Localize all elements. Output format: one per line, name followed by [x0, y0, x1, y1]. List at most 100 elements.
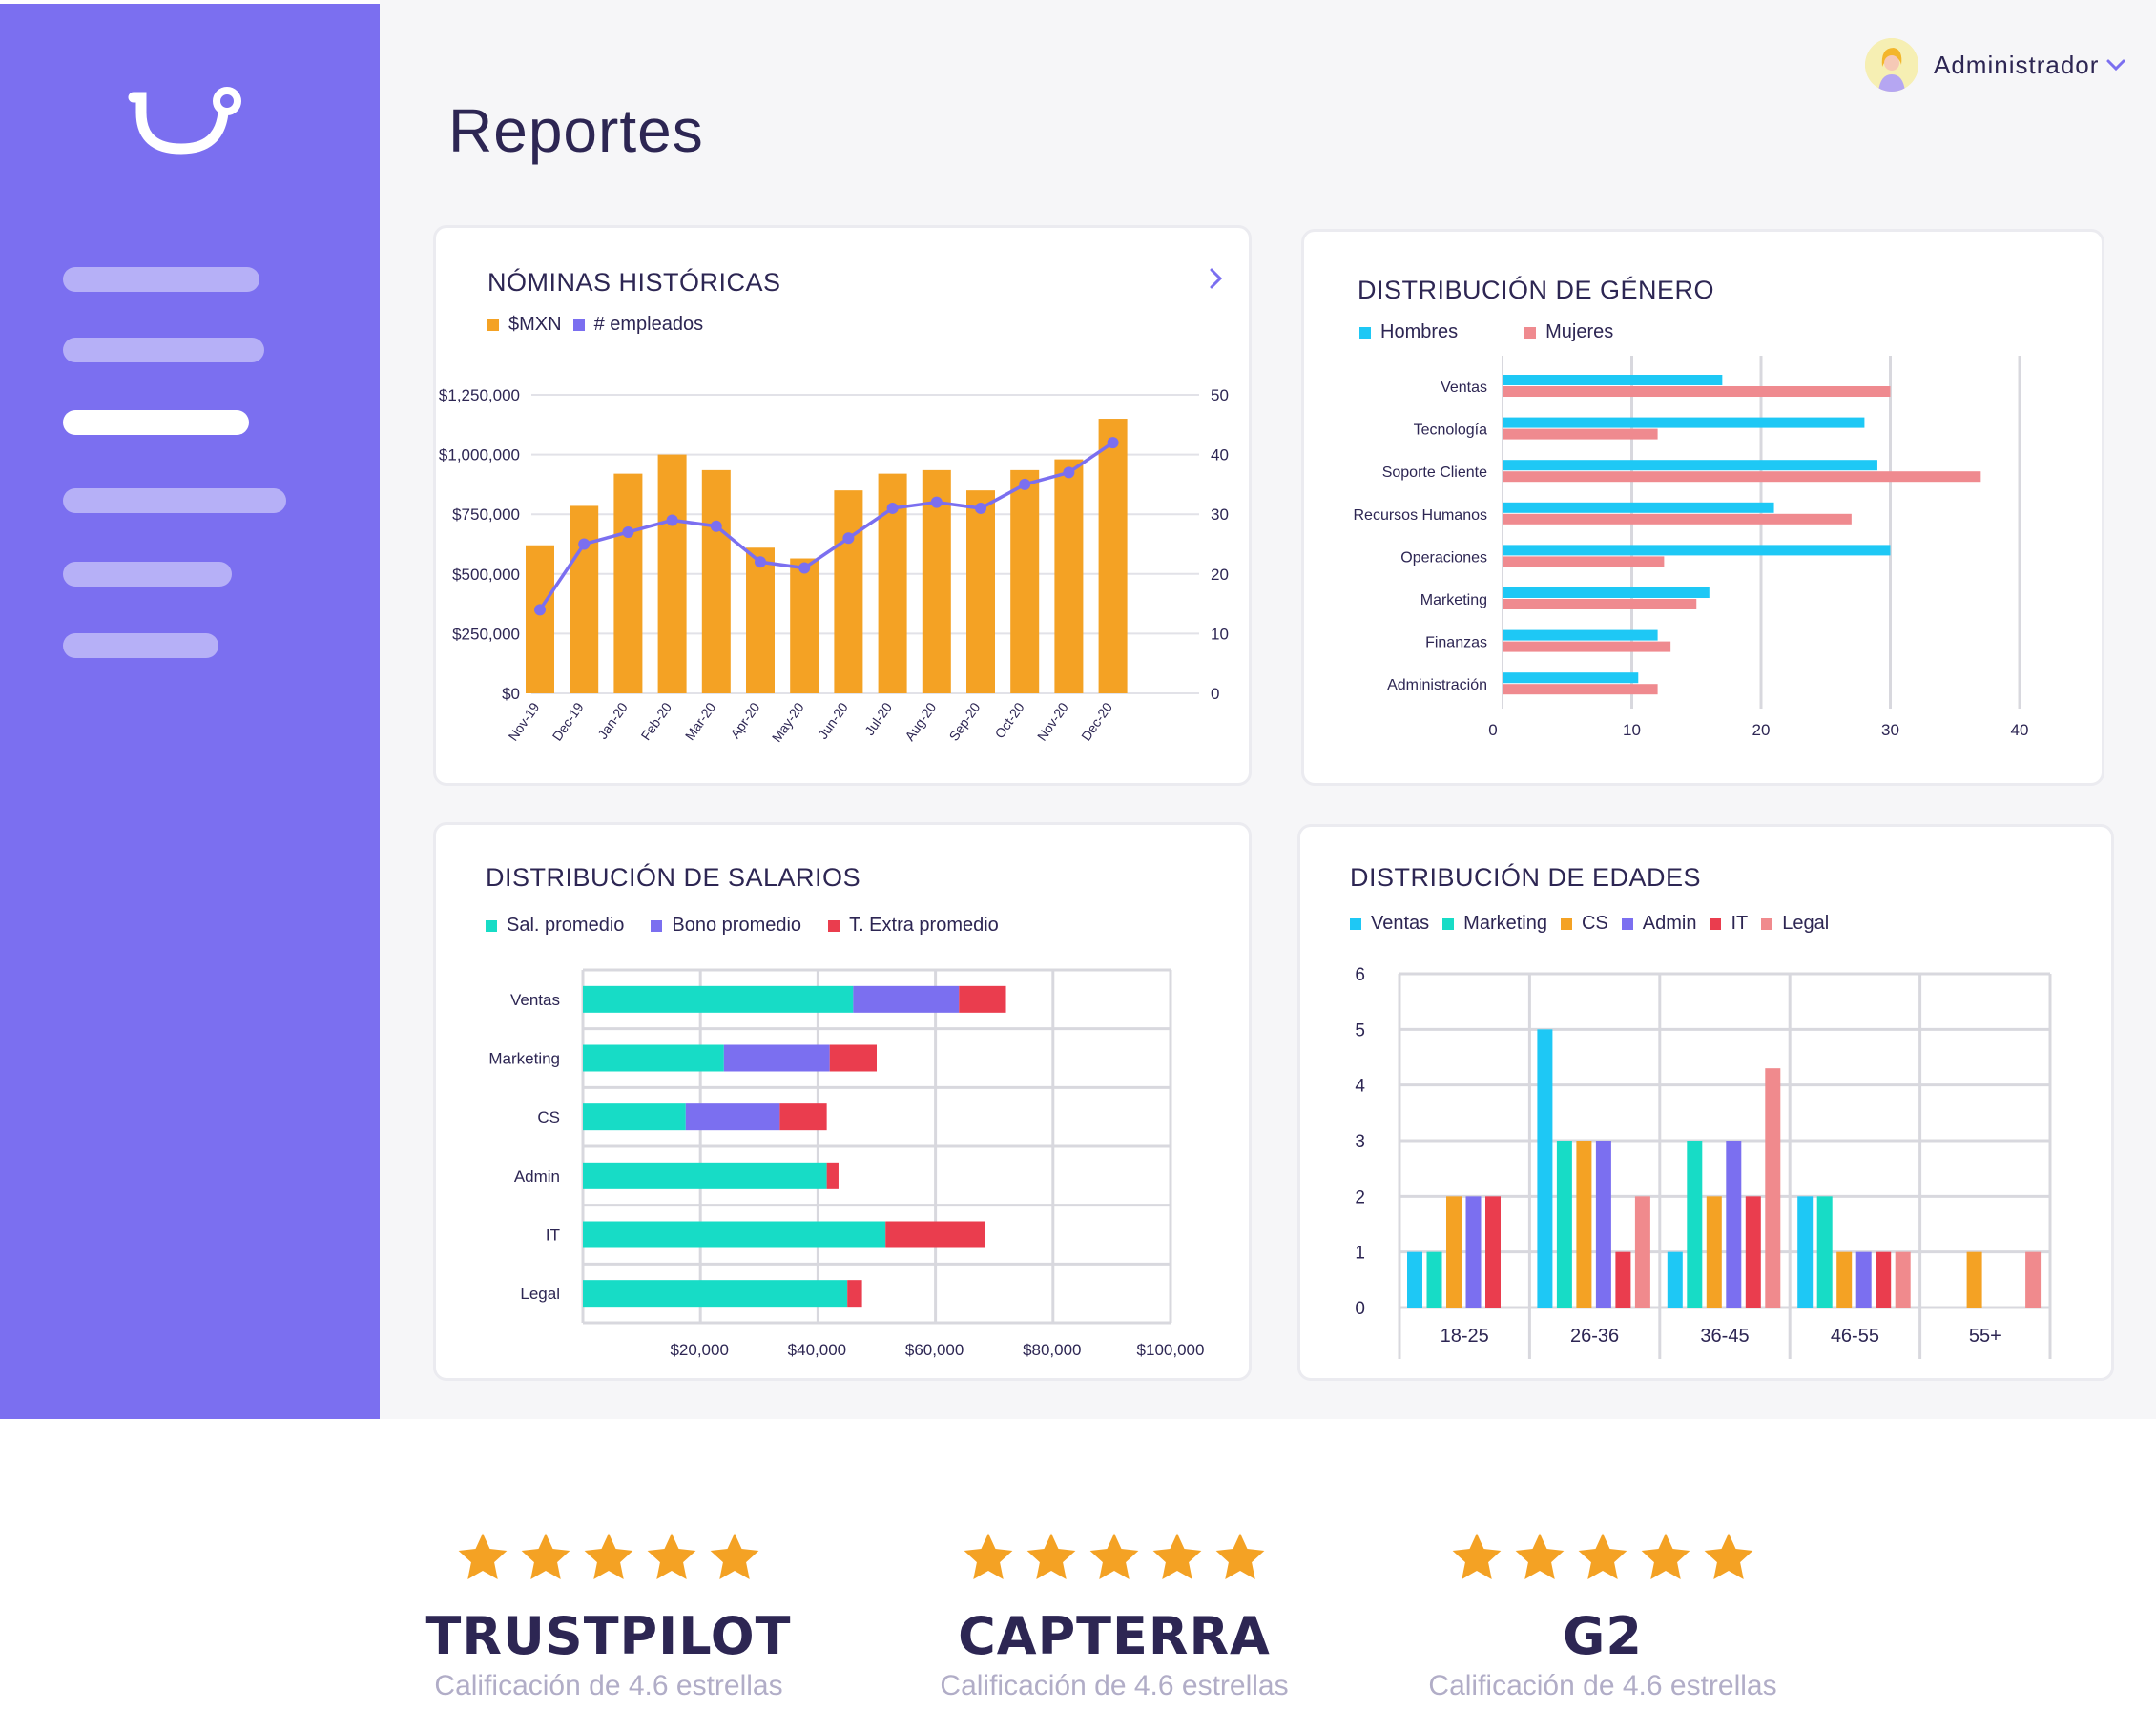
- gender-distribution-card: DISTRIBUCIÓN DE GÉNERO Hombres Mujeres 0…: [1301, 229, 2104, 786]
- bar-admin: [1855, 1251, 1872, 1308]
- star-rating: [1402, 1530, 1803, 1587]
- legend-item: Admin: [1621, 913, 1696, 935]
- y-tick-label-left: $500,000: [452, 566, 520, 584]
- y-tick-label: Tecnología: [1414, 422, 1487, 439]
- y-tick-label: 5: [1355, 1020, 1365, 1040]
- star-shape: [710, 1533, 759, 1579]
- y-tick-label: Marketing: [488, 1050, 560, 1068]
- chart-legend: Sal. promedio Bono promedio T. Extra pro…: [486, 915, 1026, 937]
- bar-legal: [1765, 1068, 1781, 1308]
- bar-ventas: [1667, 1251, 1683, 1308]
- legend-item: CS: [1560, 913, 1608, 935]
- bar-hombres: [1503, 375, 1723, 385]
- bar-ventas: [1407, 1251, 1422, 1308]
- bar-ventas: [1797, 1196, 1814, 1308]
- rating-capterra: CAPTERRA Calificación de 4.6 estrellas: [914, 1530, 1315, 1702]
- y-tick-label-right: 10: [1211, 625, 1229, 643]
- x-tick-label: Aug-20: [902, 699, 939, 743]
- bar-mujeres: [1503, 386, 1891, 397]
- x-tick-label: Feb-20: [638, 699, 675, 743]
- point-employees: [842, 532, 855, 545]
- star-shape: [1026, 1533, 1076, 1579]
- bar-admin: [1595, 1141, 1611, 1308]
- bar-it: [1485, 1196, 1501, 1308]
- rating-trustpilot: TRUSTPILOT Calificación de 4.6 estrellas: [408, 1530, 809, 1702]
- y-tick-label: 2: [1355, 1187, 1365, 1207]
- star-icon: [1578, 1533, 1627, 1579]
- legend-item: Marketing: [1442, 913, 1547, 935]
- card-title: NÓMINAS HISTÓRICAS: [487, 268, 781, 297]
- brand-logo-icon[interactable]: [124, 84, 248, 160]
- sidebar-item-3-active[interactable]: [63, 410, 249, 435]
- star-shape: [647, 1533, 696, 1579]
- y-tick-label: 6: [1355, 965, 1365, 985]
- point-employees: [798, 562, 811, 574]
- bar-hombres: [1503, 545, 1891, 556]
- sidebar-item-6[interactable]: [63, 633, 218, 658]
- page-title: Reportes: [448, 96, 704, 165]
- y-tick-label: 3: [1355, 1132, 1365, 1152]
- star-shape: [1515, 1533, 1565, 1579]
- x-tick-label: $80,000: [1023, 1341, 1081, 1359]
- line-employees: [538, 441, 1114, 611]
- user-menu[interactable]: Administrador: [1865, 38, 2127, 92]
- y-tick-label: Recursos Humanos: [1354, 507, 1488, 524]
- sidebar-item-4[interactable]: [63, 488, 286, 513]
- star-shape: [964, 1533, 1013, 1579]
- rating-g2: G2 Calificación de 4.6 estrellas: [1402, 1530, 1803, 1702]
- bar-ventas: [1537, 1029, 1553, 1308]
- bar-mujeres: [1503, 428, 1658, 440]
- star-icon: [584, 1533, 633, 1579]
- point-employees: [1019, 478, 1031, 490]
- star-shape: [1215, 1533, 1265, 1579]
- bar-mxn: [570, 505, 599, 693]
- y-tick-label-left: $750,000: [452, 505, 520, 524]
- bar-marketing: [1426, 1251, 1442, 1308]
- bar-mxn: [834, 490, 863, 693]
- y-tick-label: Marketing: [1420, 592, 1487, 608]
- bar-bonus: [853, 985, 960, 1013]
- star-icon: [1452, 1533, 1502, 1579]
- bar-hombres: [1503, 417, 1865, 428]
- bar-mxn: [657, 454, 687, 693]
- bar-salary: [583, 1162, 827, 1189]
- star-shape: [1452, 1533, 1502, 1579]
- bar-mujeres: [1503, 641, 1671, 652]
- y-tick-label-left: $0: [502, 685, 520, 703]
- sidebar-item-2[interactable]: [63, 338, 264, 362]
- bar-mxn: [1054, 459, 1084, 693]
- legend-item: Hombres: [1359, 321, 1458, 343]
- point-employees: [1107, 437, 1119, 449]
- star-shape: [1152, 1533, 1202, 1579]
- star-icon: [1515, 1533, 1565, 1579]
- x-tick-label: Dec-19: [549, 699, 587, 743]
- sidebar: [0, 0, 380, 1419]
- chart-legend: Hombres Mujeres: [1359, 321, 1640, 343]
- point-employees: [534, 604, 546, 616]
- rating-brand: CAPTERRA: [958, 1606, 1271, 1666]
- bar-overtime: [826, 1162, 839, 1189]
- bar-overtime: [959, 985, 1006, 1013]
- bar-cs: [1966, 1251, 1982, 1308]
- chart-legend: $MXN # empleados: [487, 314, 730, 336]
- rating-subtitle: Calificación de 4.6 estrellas: [1428, 1670, 1777, 1701]
- app-window: Reportes Administrador NÓMINAS HISTÓRICA…: [0, 0, 2127, 1419]
- y-tick-label: CS: [537, 1108, 560, 1126]
- chevron-right-icon[interactable]: [1205, 264, 1228, 293]
- payroll-history-card: NÓMINAS HISTÓRICAS $MXN # empleados $0 $2…: [433, 225, 1252, 786]
- star-icon: [458, 1533, 508, 1579]
- rating-brand: TRUSTPILOT: [425, 1606, 792, 1666]
- x-tick-label: Sep-20: [945, 699, 983, 743]
- salary-distribution-card: DISTRIBUCIÓN DE SALARIOS Sal. promedio B…: [433, 822, 1252, 1381]
- y-tick-label-right: 30: [1211, 505, 1229, 524]
- y-tick-label: Ventas: [510, 991, 560, 1009]
- star-rating: [408, 1530, 809, 1587]
- bar-hombres: [1503, 460, 1877, 471]
- sidebar-item-5[interactable]: [63, 562, 232, 587]
- bar-mxn: [613, 473, 643, 693]
- sidebar-item-1[interactable]: [63, 267, 259, 292]
- rating-subtitle: Calificación de 4.6 estrellas: [434, 1670, 783, 1701]
- bar-mxn: [1098, 419, 1128, 693]
- star-shape: [584, 1533, 633, 1579]
- x-tick-label: 55+: [1969, 1326, 2001, 1347]
